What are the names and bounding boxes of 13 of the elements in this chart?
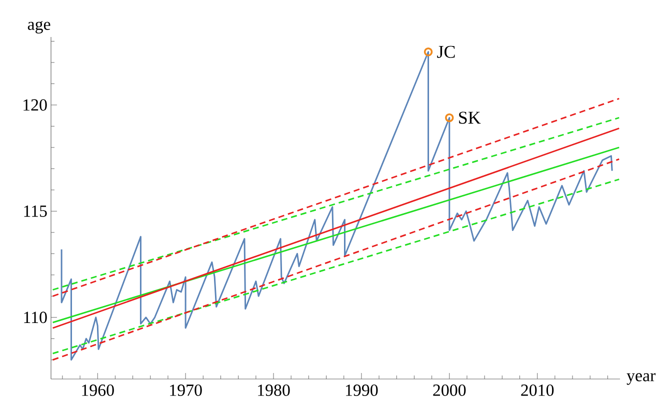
y-axis-title: age	[28, 21, 50, 34]
x-tick-label: 1980	[258, 384, 290, 396]
y-tick-label: 110	[24, 312, 47, 324]
x-tick-label: 2010	[521, 384, 554, 396]
annotation: SK	[459, 112, 481, 124]
x-tick-label: 1960	[82, 384, 114, 396]
y-tick-label: 120	[24, 99, 47, 111]
x-tick-label: 2000	[433, 384, 466, 396]
annotation: JC	[437, 46, 455, 58]
x-tick-label: 1990	[346, 384, 378, 396]
x-axis-title: year	[626, 373, 656, 385]
y-tick-label: 115	[24, 206, 47, 217]
x-tick-label: 1970	[170, 384, 202, 396]
